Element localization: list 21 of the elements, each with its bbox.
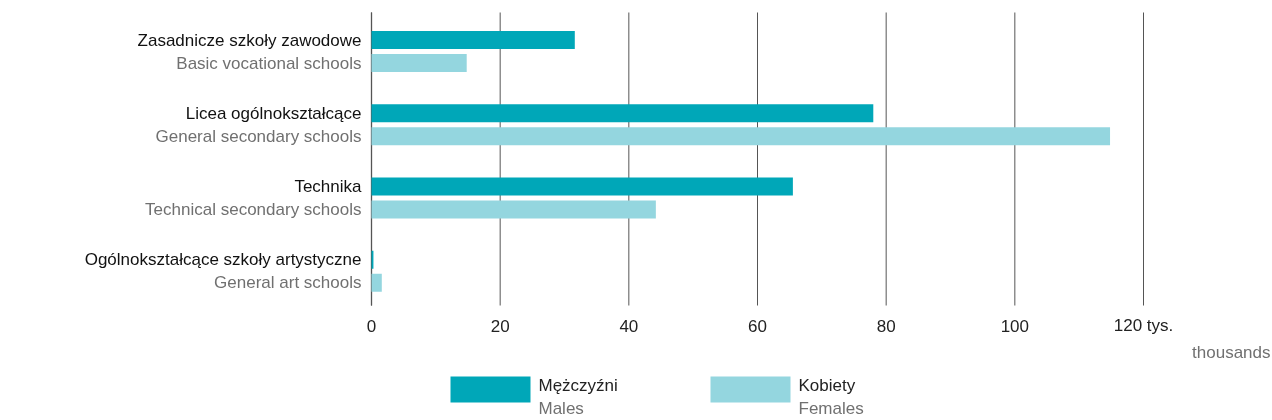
y-tick-label: Licea ogólnokształcące General secondary schools <box>155 103 362 146</box>
y-tick-label: Ogólnokształcące szkoły artystyczne General art schools <box>84 250 362 293</box>
y-tick-label: Zasadnicze szkoły zawodowe Basic vocational schools <box>137 30 362 73</box>
x-tick-label: 100 <box>1000 316 1030 336</box>
x-tick-label: 60 <box>748 316 767 336</box>
bar <box>371 54 467 72</box>
bar <box>371 177 793 196</box>
bar <box>371 127 1111 146</box>
bar <box>371 31 575 49</box>
bar <box>371 200 656 219</box>
y-tick-label: Technika Technical secondary schools <box>145 177 363 219</box>
x-tick-label: 20 <box>490 316 510 336</box>
bar <box>371 273 382 292</box>
legend-label: Mężczyźni Males <box>538 376 618 418</box>
x-tick-label: 120 tys. <box>1113 316 1174 335</box>
legend-label: Kobiety Females <box>798 376 864 418</box>
x-tick-label: 0 <box>366 316 377 336</box>
x-tick-label: 80 <box>876 316 896 336</box>
bar <box>371 104 874 123</box>
x-axis-title: thousands <box>1192 343 1271 362</box>
x-tick-label: 40 <box>619 316 639 336</box>
